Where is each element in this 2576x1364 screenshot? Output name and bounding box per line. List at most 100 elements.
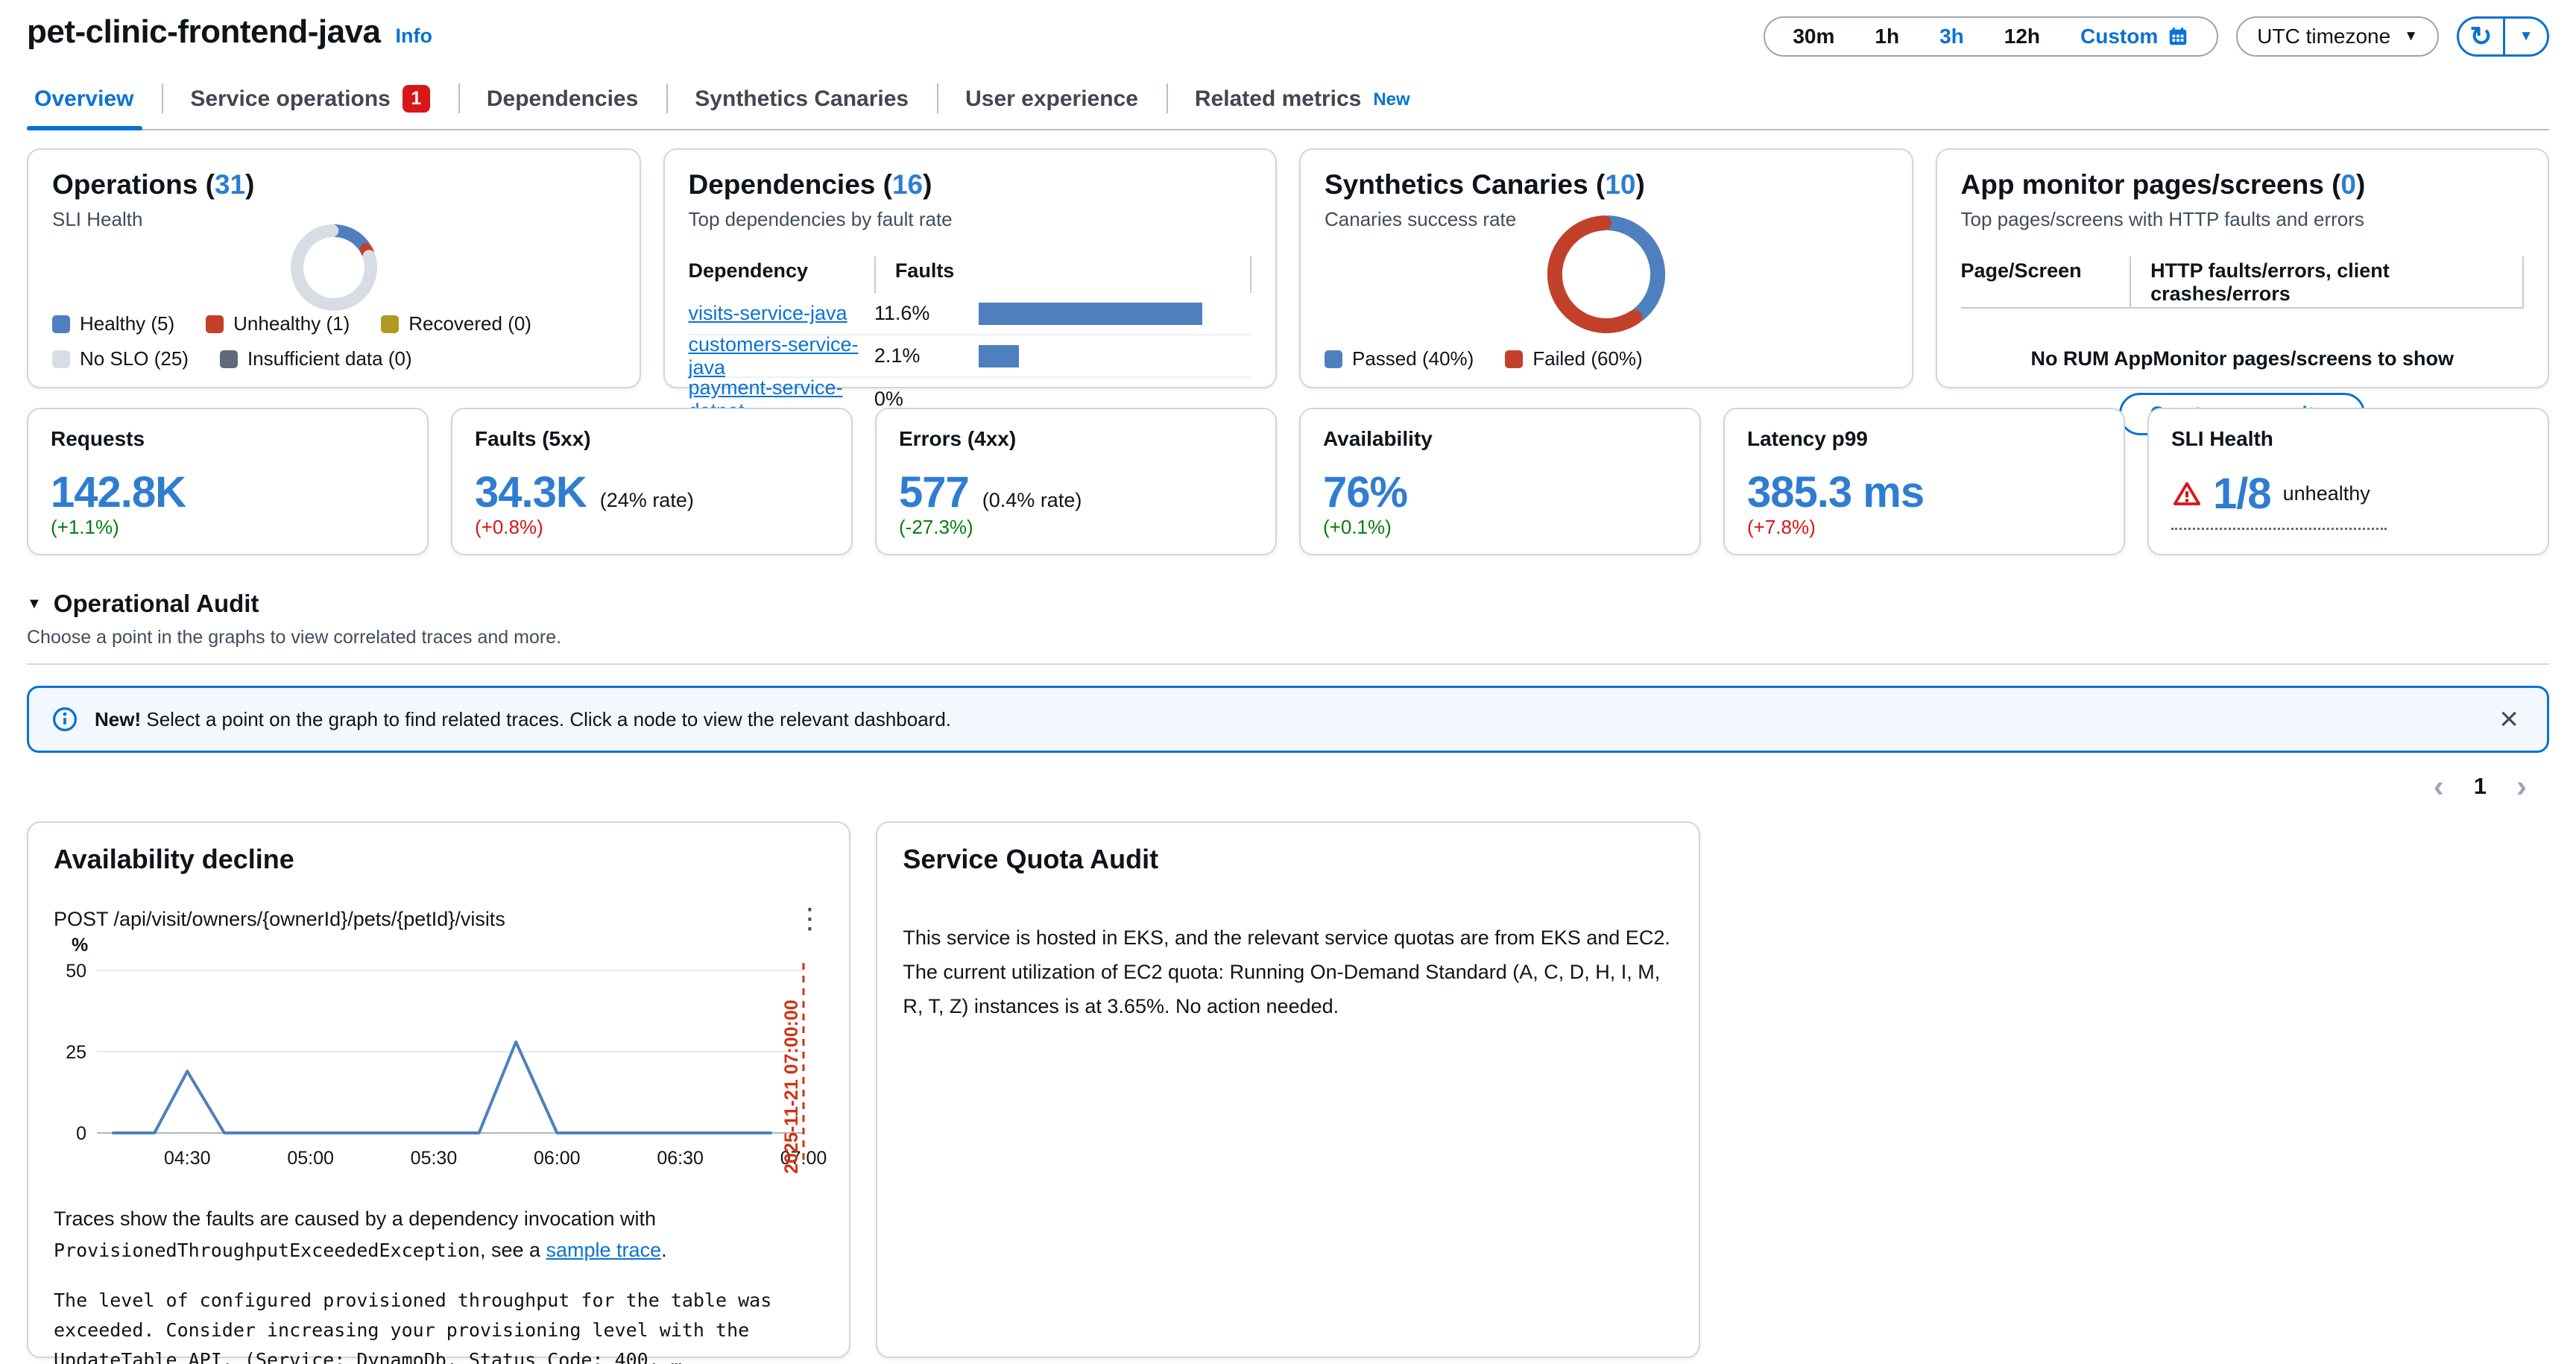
- sample-trace-link[interactable]: sample trace: [546, 1238, 662, 1261]
- sli-health-value[interactable]: 1/8: [2213, 470, 2272, 518]
- range-1h[interactable]: 1h: [1875, 25, 1900, 48]
- pagination: ‹ 1 ›: [27, 771, 2549, 802]
- refresh-options-button[interactable]: ▼: [2505, 19, 2547, 54]
- tab-label: Dependencies: [486, 86, 639, 111]
- dependencies-count-link[interactable]: 16: [891, 169, 924, 200]
- tab-label: User experience: [965, 86, 1138, 111]
- metric-value: 385.3 ms: [1747, 468, 1925, 517]
- column-header: HTTP faults/errors, client crashes/error…: [2150, 259, 2390, 305]
- calendar-icon: [2170, 28, 2187, 45]
- app-monitor-count-link[interactable]: 0: [2340, 169, 2356, 200]
- tab-synthetics-canaries[interactable]: Synthetics Canaries: [666, 75, 937, 129]
- sli-health-status: unhealthy: [2282, 482, 2370, 505]
- title-line: pet-clinic-frontend-java Info: [27, 13, 432, 51]
- metric-trend: (+1.1%): [51, 516, 119, 538]
- fault-rate-bar: [978, 344, 1020, 367]
- service-quota-audit-body: This service is hosted in EKS, and the r…: [903, 926, 1670, 1017]
- metric-rate: (0.4% rate): [982, 489, 1082, 511]
- svg-text:05:00: 05:00: [287, 1148, 334, 1169]
- dependencies-table-body: visits-service-java 11.6% customers-serv…: [688, 293, 1251, 422]
- legend-chip: [219, 350, 238, 368]
- dependencies-card-subtitle: Top dependencies by fault rate: [688, 208, 953, 230]
- canaries-count-link[interactable]: 10: [1605, 169, 1636, 200]
- fault-rate-bar: [978, 302, 1202, 325]
- operations-count-link[interactable]: 31: [214, 169, 246, 200]
- canaries-card-title: Synthetics Canaries (10): [1325, 169, 1645, 200]
- range-12h[interactable]: 12h: [2004, 25, 2041, 48]
- dependency-link[interactable]: visits-service-java: [688, 302, 847, 324]
- operations-card-subtitle: SLI Health: [52, 208, 143, 230]
- kebab-menu-icon[interactable]: ⋮: [795, 903, 824, 935]
- sli-health-value-group: 1/8 unhealthy: [2171, 469, 2387, 530]
- metrics-row: Requests 142.8K (+1.1%) Faults (5xx) 34.…: [27, 408, 2549, 555]
- tab-related-metrics[interactable]: Related metrics New: [1166, 75, 1439, 129]
- tab-service-operations[interactable]: Service operations 1: [162, 75, 458, 129]
- current-page-number[interactable]: 1: [2473, 773, 2487, 799]
- availability-decline-card: Availability decline POST /api/visit/own…: [27, 821, 851, 1364]
- metric-label: Errors (4xx): [899, 427, 1017, 450]
- availability-line-chart[interactable]: % 50 25 0 04:30 05:00 05:30 06:00 06:30 07:00 2025…: [54, 935, 827, 1190]
- range-3h[interactable]: 3h: [1939, 25, 1964, 48]
- chart-header: POST /api/visit/owners/{ownerId}/pets/{p…: [54, 905, 824, 933]
- warning-icon: [2173, 481, 2201, 505]
- tab-dependencies[interactable]: Dependencies: [458, 75, 666, 129]
- legend-item: Recovered (0): [381, 312, 531, 335]
- legend-chip: [206, 315, 224, 333]
- svg-text:05:30: 05:30: [411, 1148, 458, 1169]
- exception-message-text: The level of configured provisioned thro…: [54, 1289, 772, 1364]
- legend-item: Unhealthy (1): [206, 312, 350, 335]
- metric-trend: (-27.3%): [899, 516, 973, 538]
- tab-overview[interactable]: Overview: [27, 75, 162, 130]
- range-custom[interactable]: Custom: [2060, 25, 2209, 48]
- info-icon: [52, 707, 78, 732]
- close-icon[interactable]: ×: [2493, 703, 2525, 736]
- canaries-card-subtitle: Canaries success rate: [1325, 208, 1517, 230]
- legend-chip: [52, 315, 70, 333]
- faults-metric-card: Faults (5xx) 34.3K (24% rate) (+0.8%): [451, 408, 853, 555]
- timezone-select[interactable]: UTC timezone ▼: [2236, 16, 2439, 57]
- page-title: pet-clinic-frontend-java: [27, 13, 381, 50]
- legend-item: No SLO (25): [52, 347, 189, 370]
- metric-label: SLI Health: [2171, 427, 2273, 450]
- operational-audit-section-header: ▼ Operational Audit Choose a point in th…: [27, 590, 2549, 665]
- dependencies-table-header: Dependency Faults: [689, 256, 1251, 293]
- exception-name: ProvisionedThroughputExceededException: [54, 1239, 480, 1261]
- tab-label: Service operations: [190, 86, 391, 111]
- latency-metric-card: Latency p99 385.3 ms (+7.8%): [1723, 408, 2125, 555]
- info-link[interactable]: Info: [395, 25, 432, 47]
- canaries-legend: Passed (40%) Failed (60%): [1325, 347, 1894, 370]
- audit-cards-row: Availability decline POST /api/visit/own…: [27, 821, 2549, 1364]
- svg-text:%: %: [72, 936, 88, 956]
- service-quota-audit-card: Service Quota Audit This service is host…: [876, 821, 1700, 1358]
- tab-label: Related metrics: [1194, 86, 1362, 111]
- metric-label: Latency p99: [1747, 427, 1868, 450]
- empty-state-message: No RUM AppMonitor pages/screens to show: [2030, 347, 2455, 370]
- metric-rate: (24% rate): [599, 489, 694, 511]
- sli-health-metric-card: SLI Health 1/8 unhealthy: [2147, 408, 2549, 555]
- operations-card-title: Operations (31): [52, 169, 255, 200]
- tab-label: Synthetics Canaries: [695, 86, 909, 111]
- dependencies-card: Dependencies (16) Top dependencies by fa…: [663, 148, 1277, 422]
- collapse-icon: ▼: [27, 595, 42, 612]
- time-range-segmented-control: 30m 1h 3h 12h Custom: [1764, 16, 2219, 57]
- previous-page-button[interactable]: ‹: [2433, 768, 2444, 803]
- custom-label: Custom: [2080, 25, 2159, 48]
- tab-user-experience[interactable]: User experience: [937, 75, 1167, 129]
- dependency-link[interactable]: customers-service-java: [688, 332, 859, 379]
- chart-title: POST /api/visit/owners/{ownerId}/pets/{p…: [54, 907, 505, 930]
- next-page-button[interactable]: ›: [2516, 768, 2527, 803]
- synthetics-canaries-card: Synthetics Canaries (10) Canaries succes…: [1299, 148, 1913, 388]
- metric-trend: (+0.8%): [475, 516, 543, 538]
- operations-legend: Healthy (5) Unhealthy (1) Recovered (0) …: [52, 312, 622, 370]
- fault-rate-value: 0%: [874, 388, 903, 410]
- operational-audit-toggle[interactable]: ▼ Operational Audit: [27, 590, 259, 617]
- requests-metric-card: Requests 142.8K (+1.1%): [27, 408, 429, 555]
- trace-finding-text: Traces show the faults are caused by a d…: [54, 1207, 667, 1261]
- range-30m[interactable]: 30m: [1793, 25, 1835, 48]
- metric-label: Availability: [1323, 427, 1433, 450]
- refresh-split-button: ↻ ▼: [2457, 16, 2549, 57]
- refresh-button[interactable]: ↻: [2459, 19, 2505, 54]
- error-count-badge: 1: [402, 85, 430, 113]
- tab-bar: Overview Service operations 1 Dependenci…: [27, 75, 2549, 130]
